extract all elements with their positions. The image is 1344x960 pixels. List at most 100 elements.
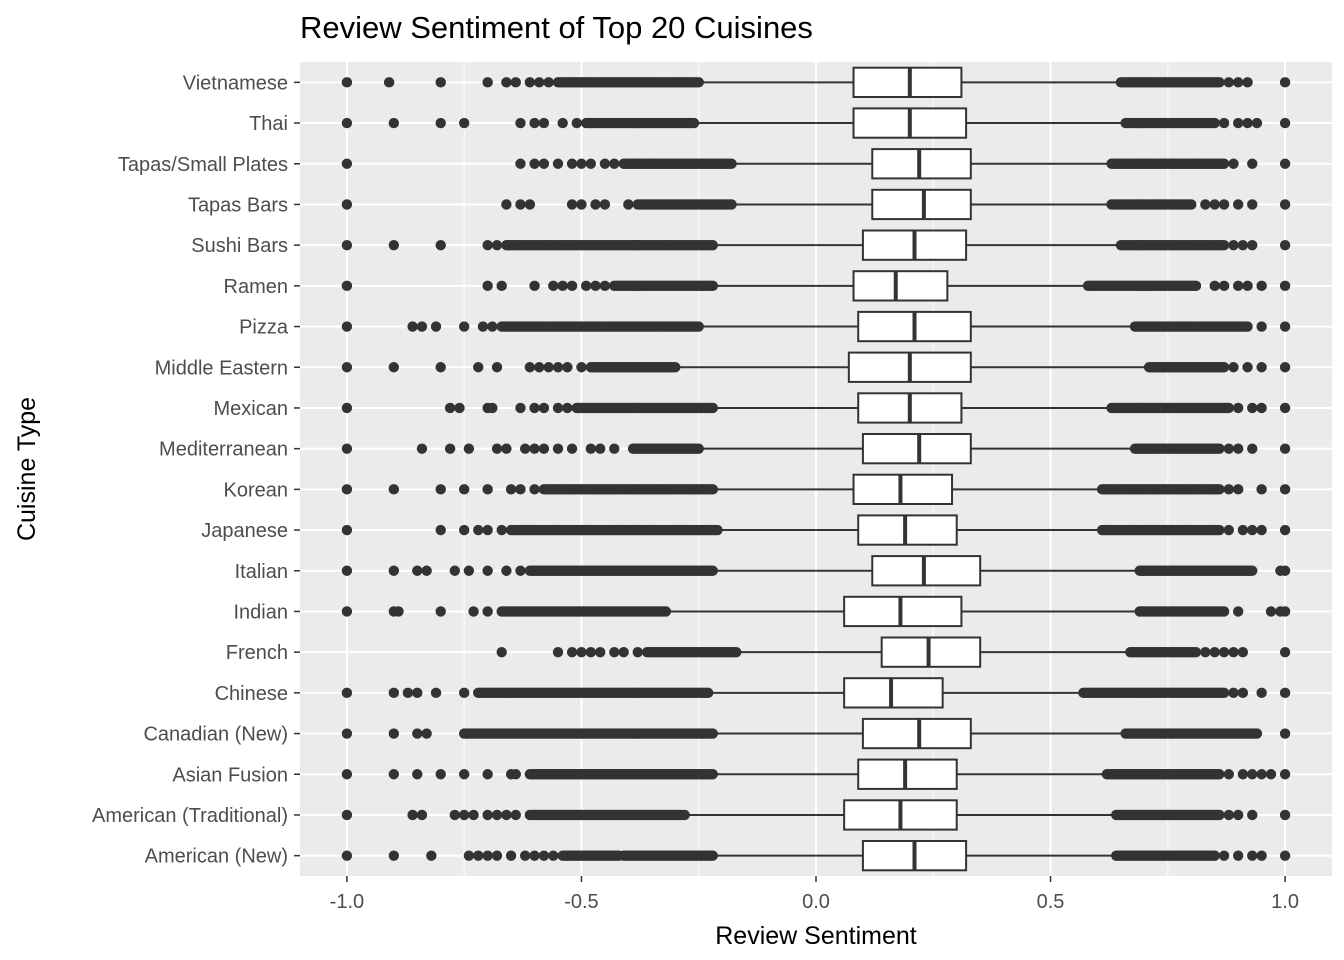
outlier-point xyxy=(529,850,540,861)
outlier-point xyxy=(1279,77,1291,88)
box-group xyxy=(341,514,1291,546)
outlier-point xyxy=(548,280,559,292)
outlier-point xyxy=(515,158,526,169)
y-tick-label: Italian xyxy=(235,561,288,583)
outlier-point xyxy=(468,606,479,617)
outlier-point xyxy=(1218,687,1230,699)
box-iqr xyxy=(843,677,944,709)
box-iqr xyxy=(871,148,972,180)
outlier-point xyxy=(1223,484,1235,495)
outlier-point xyxy=(1209,199,1220,210)
outlier-point xyxy=(599,158,611,169)
outlier-point xyxy=(1237,687,1249,699)
outlier-point xyxy=(1223,769,1235,780)
boxplot-series xyxy=(341,66,1291,872)
outlier-point xyxy=(1223,443,1235,454)
outlier-point xyxy=(412,565,423,576)
outlier-point xyxy=(501,443,512,454)
outlier-point xyxy=(1209,117,1220,129)
outlier-point xyxy=(1279,524,1291,536)
outlier-point xyxy=(552,646,564,658)
outlier-point xyxy=(1279,728,1291,739)
outlier-point xyxy=(1190,280,1202,292)
outlier-point xyxy=(1237,239,1249,251)
outlier-point xyxy=(1279,687,1291,699)
outlier-point xyxy=(444,402,456,414)
outlier-point xyxy=(1256,850,1267,861)
outlier-point xyxy=(505,484,517,495)
box-group xyxy=(341,839,1291,872)
outlier-point xyxy=(1247,199,1258,210)
outlier-point xyxy=(341,769,353,780)
outlier-point xyxy=(566,280,578,292)
outlier-point xyxy=(1218,158,1230,169)
box-group xyxy=(341,270,1291,302)
outlier-point xyxy=(529,158,540,169)
outlier-point xyxy=(1214,769,1225,780)
x-tick-label: 1.0 xyxy=(1271,891,1299,913)
outlier-point xyxy=(1223,809,1235,821)
outlier-point xyxy=(585,646,597,658)
box-group xyxy=(341,677,1291,709)
outlier-point xyxy=(529,280,540,292)
outlier-point xyxy=(491,809,503,821)
outlier-point xyxy=(529,443,540,454)
outlier-point xyxy=(1256,484,1267,495)
outlier-point xyxy=(1242,362,1253,373)
outlier-point xyxy=(341,321,353,332)
outlier-point xyxy=(435,77,446,88)
outlier-point xyxy=(543,362,554,373)
outlier-point xyxy=(562,402,573,414)
y-tick-label: Vietnamese xyxy=(183,72,288,94)
outlier-point xyxy=(1251,117,1263,129)
box-group xyxy=(341,799,1291,831)
box-group xyxy=(341,555,1291,587)
outlier-point xyxy=(1242,321,1253,332)
outlier-point xyxy=(487,321,498,332)
outlier-point xyxy=(1279,362,1291,373)
outlier-point xyxy=(515,199,526,210)
outlier-point xyxy=(430,321,442,332)
y-tick-label: Middle Eastern xyxy=(155,357,288,379)
x-axis-ticks: -1.0 -0.5 0.0 0.5 1.0 xyxy=(330,876,1299,913)
outlier-point xyxy=(1279,280,1291,292)
outlier-point xyxy=(1218,646,1230,658)
outlier-point xyxy=(341,484,353,495)
outlier-point xyxy=(1247,443,1258,454)
outlier-point xyxy=(477,321,489,332)
outlier-point xyxy=(449,565,460,576)
outlier-point xyxy=(1218,362,1230,373)
outlier-point xyxy=(341,443,353,454)
outlier-point xyxy=(501,565,512,576)
outlier-point xyxy=(482,484,493,495)
outlier-point xyxy=(515,402,526,414)
outlier-point xyxy=(599,199,611,210)
x-tick-label: 0.5 xyxy=(1037,891,1065,913)
box-group xyxy=(341,432,1291,465)
outlier-point xyxy=(491,443,503,454)
outlier-point xyxy=(1279,484,1291,495)
outlier-point xyxy=(435,769,446,780)
outlier-point xyxy=(463,565,475,576)
box-iqr xyxy=(857,514,958,546)
outlier-point xyxy=(1256,524,1267,536)
outlier-point xyxy=(388,728,400,739)
outlier-point xyxy=(1200,199,1211,210)
box-group xyxy=(341,595,1291,628)
box-iqr xyxy=(861,717,972,750)
outlier-point xyxy=(1247,158,1258,169)
y-tick-label: French xyxy=(226,642,288,664)
box-group xyxy=(341,66,1291,99)
x-tick-label: 0.0 xyxy=(802,891,830,913)
box-group xyxy=(341,392,1291,424)
outlier-point xyxy=(388,362,400,373)
outlier-point xyxy=(426,850,437,861)
outlier-point xyxy=(388,769,400,780)
y-tick-label: Tapas/Small Plates xyxy=(118,154,288,176)
outlier-point xyxy=(1279,646,1291,658)
outlier-point xyxy=(482,809,493,821)
outlier-point xyxy=(416,809,428,821)
outlier-point xyxy=(402,687,414,699)
outlier-point xyxy=(576,362,587,373)
